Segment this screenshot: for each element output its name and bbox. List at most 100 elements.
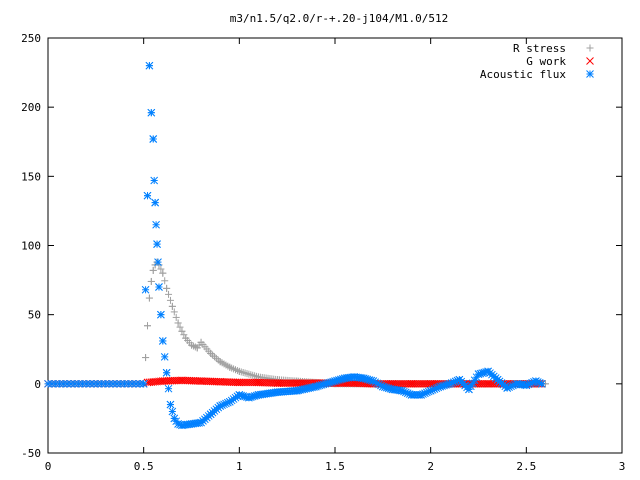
data-point	[254, 391, 263, 399]
series-layer	[44, 61, 549, 430]
data-point	[163, 284, 171, 292]
data-point	[350, 373, 358, 381]
data-point	[312, 382, 320, 391]
plot-frame	[47, 37, 623, 454]
data-point	[290, 379, 299, 387]
data-point	[210, 353, 218, 361]
data-point	[149, 266, 157, 274]
data-point	[153, 240, 161, 248]
data-point	[247, 371, 255, 379]
x-tick-label: 3	[619, 460, 626, 473]
data-point	[484, 367, 492, 376]
data-point	[225, 397, 234, 406]
data-point	[503, 384, 512, 392]
data-point	[279, 379, 288, 387]
y-tick-label: 0	[34, 378, 41, 391]
data-point	[407, 379, 416, 388]
data-point	[162, 368, 171, 377]
data-point	[191, 343, 199, 351]
data-point	[292, 379, 301, 387]
data-point	[398, 379, 406, 388]
data-point	[216, 358, 224, 366]
data-point	[180, 331, 188, 339]
data-point	[283, 379, 292, 387]
data-point	[239, 378, 248, 387]
data-point	[143, 191, 152, 200]
data-point	[245, 370, 253, 378]
data-point	[154, 258, 162, 266]
chart-title: m3/n1.5/q2.0/r-+.20-j104/M1.0/512	[230, 12, 449, 25]
data-point	[55, 379, 64, 388]
data-point	[159, 269, 167, 277]
data-point	[147, 108, 156, 117]
data-point	[275, 379, 284, 387]
x-tick-label: 1.5	[325, 460, 345, 473]
data-point	[226, 363, 234, 371]
data-point	[512, 379, 521, 388]
data-point	[67, 379, 75, 388]
data-point	[178, 376, 186, 385]
data-point	[132, 379, 140, 388]
data-point	[197, 338, 205, 346]
data-point	[74, 379, 83, 388]
data-point	[235, 378, 244, 387]
data-point	[165, 290, 173, 298]
legend-marker-x-icon	[586, 57, 594, 65]
data-point	[212, 354, 220, 362]
data-point	[405, 379, 414, 388]
legend-marker-plus-icon	[586, 44, 594, 52]
data-point	[193, 344, 201, 352]
data-point	[172, 313, 180, 321]
data-point	[176, 323, 184, 331]
y-tick-label: 100	[21, 240, 41, 253]
x-tick-label: 2	[427, 460, 434, 473]
data-point	[398, 386, 406, 395]
data-point	[331, 377, 339, 385]
x-tick-label: 2.5	[516, 460, 536, 473]
data-point	[152, 220, 160, 229]
data-point	[273, 379, 282, 387]
data-point	[178, 421, 186, 430]
data-point	[252, 378, 261, 387]
data-point	[480, 379, 489, 388]
data-point	[109, 379, 117, 388]
data-point	[141, 285, 150, 294]
data-point	[142, 354, 150, 362]
data-point	[251, 372, 259, 380]
data-point	[239, 368, 247, 376]
data-point	[157, 310, 165, 319]
data-point	[116, 379, 125, 388]
data-point	[403, 379, 412, 388]
data-point	[143, 322, 151, 330]
data-point	[421, 379, 429, 388]
data-point	[294, 379, 303, 387]
data-point	[287, 379, 295, 387]
data-point	[170, 414, 179, 423]
data-point	[426, 379, 435, 388]
data-point	[187, 420, 196, 428]
data-point	[182, 334, 190, 342]
data-point	[249, 371, 257, 379]
data-point	[474, 370, 483, 379]
y-tick-label: 200	[21, 101, 41, 114]
data-point	[168, 407, 177, 416]
series-r-stress	[44, 258, 549, 388]
data-point	[281, 379, 290, 387]
y-tick-label: 50	[28, 309, 41, 322]
data-point	[476, 379, 485, 388]
data-point	[206, 410, 215, 419]
data-point	[241, 369, 249, 377]
x-tick-label: 1	[236, 460, 243, 473]
data-point	[411, 379, 420, 388]
data-point	[216, 402, 225, 410]
data-point	[455, 375, 464, 384]
data-point	[359, 374, 368, 383]
x-tick-label: 0	[45, 460, 52, 473]
data-point	[388, 385, 397, 394]
data-point	[188, 341, 195, 349]
data-point	[417, 379, 425, 388]
data-point	[168, 302, 176, 310]
data-point	[241, 378, 249, 387]
